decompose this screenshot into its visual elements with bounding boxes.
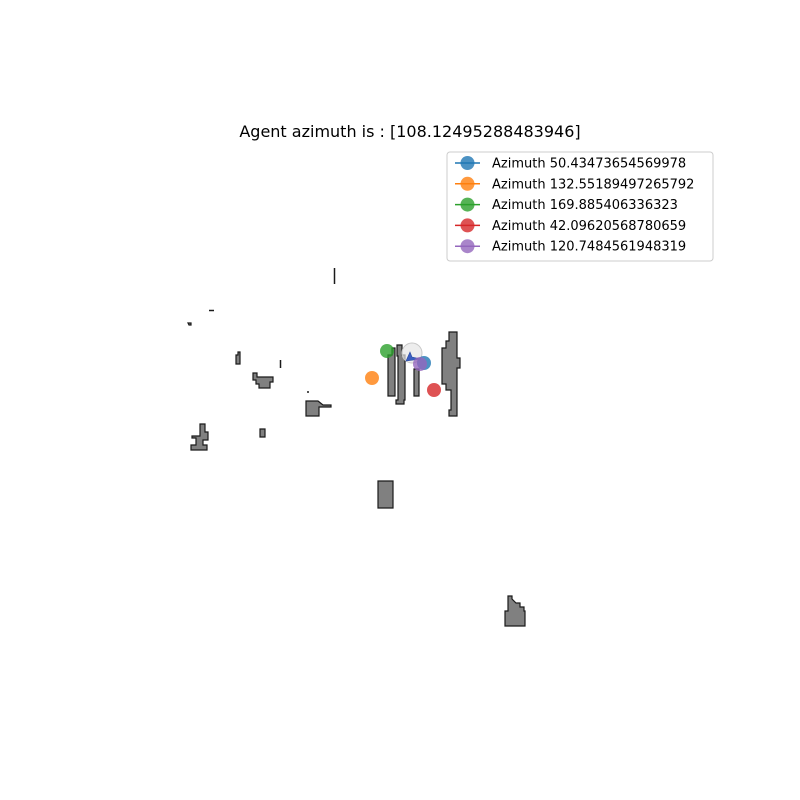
legend-marker-1: [460, 156, 475, 170]
chart-title: Agent azimuth is : [108.12495288483946]: [239, 122, 580, 141]
legend: Azimuth 50.43473654569978 Azimuth 132.551…: [446, 151, 714, 262]
target-points: [365, 344, 441, 397]
legend-marker-4: [460, 218, 475, 233]
obstacle: [504, 595, 526, 627]
obstacle: [235, 351, 241, 365]
legend-label-5: Azimuth 120.7484561948319: [492, 240, 686, 255]
obstacle: [190, 423, 209, 451]
legend-label-3: Azimuth 169.885406336323: [492, 198, 678, 213]
legend-marker-5: [460, 239, 475, 254]
legend-label-2: Azimuth 132.55189497265792: [492, 177, 694, 192]
legend-box: [446, 151, 714, 262]
legend-marker-3: [460, 197, 475, 212]
target-point-3: [380, 344, 394, 358]
target-point-5: [413, 357, 427, 371]
legend-label-1: Azimuth 50.43473654569978: [492, 157, 686, 172]
target-point-4: [427, 383, 441, 397]
legend-marker-2: [460, 176, 475, 191]
obstacle: [305, 400, 332, 417]
legend-label-4: Azimuth 42.09620568780659: [492, 219, 686, 234]
obstacle-layer: [187, 268, 526, 627]
obstacle: [187, 322, 192, 326]
obstacle: [259, 428, 266, 438]
obstacle: [413, 368, 420, 397]
obstacle: [377, 480, 394, 509]
obstacle: [441, 331, 461, 417]
target-point-2: [365, 371, 379, 385]
obstacle: [252, 372, 274, 389]
